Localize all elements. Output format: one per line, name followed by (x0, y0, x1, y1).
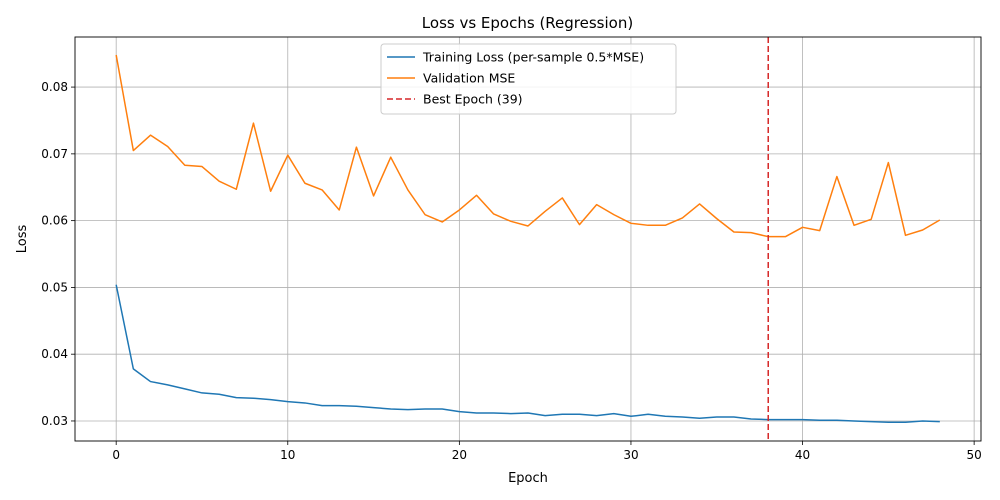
plot-lines (115, 37, 941, 441)
x-tick-label: 40 (795, 448, 810, 462)
x-tick-label: 10 (280, 448, 295, 462)
plot-frame (74, 36, 982, 442)
x-tick-label: 0 (112, 448, 120, 462)
y-axis-label: Loss (15, 225, 30, 254)
y-tick-label: 0.06 (41, 214, 68, 228)
y-axis-ticks: 0.03 0.04 0.05 0.06 0.07 0.08 (41, 80, 75, 428)
y-tick-label: 0.08 (41, 80, 68, 94)
legend-box (380, 43, 677, 115)
x-axis-label: Epoch (508, 471, 548, 486)
x-tick-label: 50 (966, 448, 981, 462)
grid (75, 37, 981, 441)
x-tick-label: 30 (623, 448, 638, 462)
legend: Training Loss (per-sample 0.5*MSE) Valida… (380, 43, 677, 115)
legend-label: Validation MSE (423, 71, 515, 86)
series-line-training-loss-per-sample-0-5-mse (115, 284, 940, 424)
x-axis-ticks: 0 10 20 30 40 50 (112, 441, 982, 462)
x-tick-label: 20 (452, 448, 467, 462)
y-tick-label: 0.05 (41, 280, 68, 294)
chart-title: Loss vs Epochs (Regression) (422, 14, 633, 32)
legend-label: Training Loss (per-sample 0.5*MSE) (422, 50, 644, 65)
legend-label: Best Epoch (39) (423, 92, 523, 107)
y-tick-label: 0.03 (41, 414, 68, 428)
series-line-validation-mse (115, 54, 941, 238)
y-tick-label: 0.07 (41, 147, 68, 161)
y-tick-label: 0.04 (41, 347, 68, 361)
